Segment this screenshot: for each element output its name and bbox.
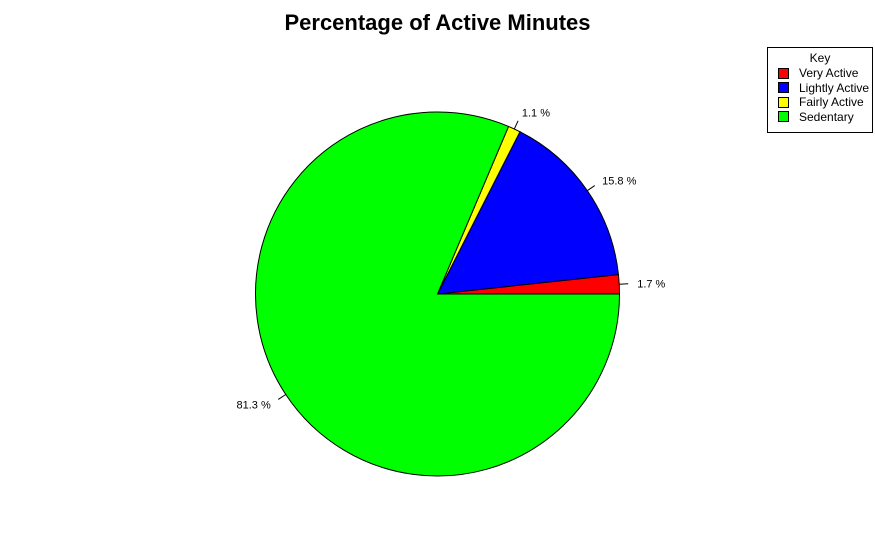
slice-label: 81.3 %	[236, 399, 270, 411]
legend-swatch	[778, 82, 789, 94]
legend: Key Very Active Lightly Active Fairly Acti…	[767, 47, 873, 133]
legend-item: Sedentary	[768, 110, 872, 125]
slice-label: 15.8 %	[602, 175, 636, 187]
legend-item: Very Active	[768, 66, 872, 81]
legend-label: Very Active	[799, 66, 859, 81]
slice-label-tick	[513, 120, 519, 130]
legend-item: Lightly Active	[768, 81, 872, 96]
chart-title: Percentage of Active Minutes	[284, 10, 591, 35]
pie-slice-sedentary	[255, 111, 621, 477]
slice-label: 1.7 %	[637, 278, 665, 290]
legend-label: Sedentary	[799, 109, 854, 124]
slice-label: 1.1 %	[522, 108, 550, 120]
legend-label: Fairly Active	[799, 95, 864, 110]
legend-swatch	[778, 111, 789, 123]
pie-slice-lightly-active	[436, 131, 620, 295]
slice-label-tick	[277, 394, 287, 400]
legend-item: Fairly Active	[768, 95, 872, 110]
legend-label: Lightly Active	[799, 80, 870, 95]
legend-swatch	[778, 67, 789, 79]
slice-label-tick	[587, 185, 596, 192]
legend-swatch	[778, 96, 789, 108]
legend-title: Key	[809, 51, 831, 65]
